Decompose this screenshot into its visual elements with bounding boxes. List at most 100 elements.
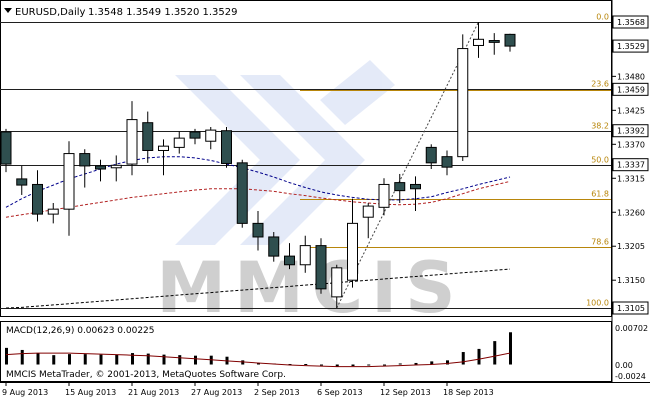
fib-level-label: 100.0 (586, 299, 609, 308)
macd-bar (430, 361, 434, 365)
ma-slow-line (5, 268, 511, 309)
macd-bar (194, 355, 197, 365)
macd-label: MACD(12,26,9) 0.00623 0.00225 (6, 326, 155, 336)
candle-body (110, 164, 122, 169)
candle-body (347, 222, 358, 281)
price-tag-box (612, 124, 649, 138)
macd-bar (351, 364, 355, 367)
candle-body (362, 205, 374, 218)
macd-bar (493, 341, 497, 365)
trend-line[interactable] (336, 21, 479, 309)
price-scale-label: 1.3529 (617, 42, 645, 51)
price-tag-box (612, 158, 649, 172)
macd-bar (52, 355, 56, 365)
macd-bar (83, 354, 87, 365)
price-scale-label: 1.3392 (617, 127, 645, 136)
macd-scale-label: 0.00 (615, 361, 633, 370)
candle-body (252, 222, 264, 238)
candle-body (16, 178, 28, 186)
price-scale-label: 1.3150 (617, 276, 645, 285)
candle-body (410, 183, 421, 190)
date-axis-label: 18 Sep 2013 (443, 388, 494, 397)
candle-body (63, 153, 75, 210)
price-scale[interactable]: 1.3568 1.3529 1.3480 1.3459 1.3425 1.3392 1.33… (612, 15, 649, 381)
macd-bar (461, 352, 465, 365)
macd-bar (20, 349, 24, 365)
fib-level-label: 0.0 (596, 13, 609, 22)
candle-body (47, 208, 59, 215)
date-axis-label: 15 Aug 2013 (65, 388, 116, 397)
symbol-timeframe: EURUSD,Daily (15, 7, 86, 18)
date-axis-label: 12 Sep 2013 (380, 388, 431, 397)
date-axis-label: 9 Aug 2013 (2, 388, 48, 397)
fib-trend-line[interactable] (336, 21, 479, 309)
macd-bar (131, 353, 134, 365)
macd-bar (367, 364, 371, 366)
price-tag-box (612, 15, 649, 29)
price-scale-label: 1.3337 (617, 161, 645, 170)
macd-indicator (5, 332, 512, 368)
ohlc-readout: 1.3548 1.3549 1.3520 1.3529 (88, 7, 238, 18)
candle-body (394, 182, 406, 192)
candle-body (268, 236, 280, 257)
candle-body (473, 38, 484, 46)
date-axis-label: 6 Sep 2013 (317, 388, 363, 397)
candle-body (315, 245, 327, 290)
macd-bar (36, 353, 40, 365)
macd-signal-line (5, 352, 511, 368)
ma-mid-line (5, 180, 511, 218)
candle-body (173, 137, 185, 148)
candle-body (284, 255, 295, 266)
macd-bar (304, 363, 308, 365)
price-scale-label: 1.3370 (617, 140, 645, 149)
candle-body (221, 130, 232, 164)
price-scale-label: 1.3315 (617, 174, 645, 183)
macd-scale-label: -0.0024 (615, 372, 646, 381)
symbol-dropdown-icon[interactable] (4, 8, 12, 13)
fib-level-label: 50.0 (591, 156, 609, 165)
price-tag-box (612, 82, 649, 96)
macd-bar (398, 363, 402, 365)
date-axis-label: 27 Aug 2013 (191, 388, 242, 397)
fib-level-label: 38.2 (591, 122, 609, 131)
candle-body (504, 33, 516, 47)
ma-fast-line (5, 156, 511, 208)
price-tag-box (612, 39, 649, 53)
candle-body (158, 145, 169, 151)
macd-bar (178, 355, 182, 365)
candle-body (0, 131, 12, 165)
date-axis-label: 2 Sep 2013 (254, 388, 300, 397)
price-scale-label: 1.3425 (617, 106, 645, 115)
candle-body (142, 122, 154, 151)
candle-body (488, 40, 500, 43)
date-axis-label: 21 Aug 2013 (128, 388, 179, 397)
copyright-text: MMCIS MetaTrader, © 2001-2013, MetaQuote… (6, 370, 286, 380)
macd-bar (335, 364, 339, 367)
macd-bar (115, 354, 119, 365)
price-scale-label: 1.3568 (617, 18, 645, 27)
candle-body (189, 131, 201, 139)
candle-body (79, 153, 91, 167)
price-scale-label: 1.3105 (617, 304, 645, 313)
candle-body (378, 183, 390, 208)
macd-bar (5, 347, 8, 365)
candle-body (95, 165, 106, 170)
price-scale-label: 1.3260 (617, 208, 645, 217)
candle-body (126, 119, 138, 165)
candle-body (441, 156, 453, 168)
macd-bar (383, 364, 386, 366)
macd-bar (288, 363, 292, 365)
macd-bar (99, 354, 103, 365)
macd-bar (257, 362, 260, 365)
candle-body (425, 146, 437, 164)
macd-bar (477, 348, 481, 365)
macd-bar (162, 354, 166, 365)
date-axis[interactable]: 9 Aug 2013 15 Aug 2013 21 Aug 2013 27 Aug 2… (2, 382, 494, 397)
macd-bar (68, 354, 71, 365)
macd-bar (414, 362, 418, 365)
macd-bar (320, 364, 323, 366)
candle-body (32, 183, 43, 215)
candle-body (457, 48, 469, 158)
